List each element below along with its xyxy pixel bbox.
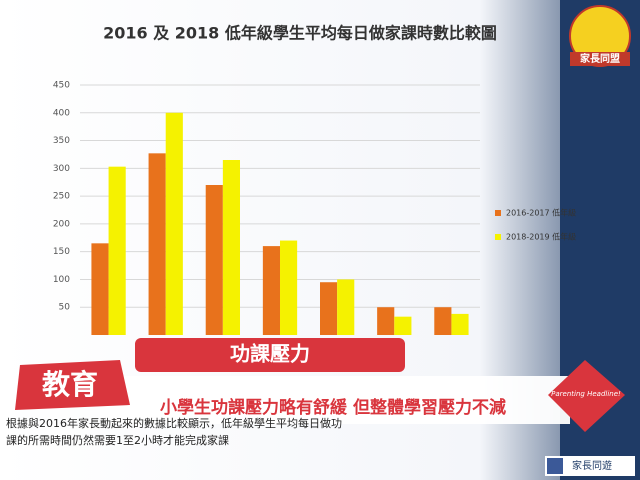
bar (148, 153, 166, 335)
bar (165, 112, 183, 336)
y-tick-label: 200 (53, 219, 70, 229)
bar (262, 246, 280, 335)
y-tick-label: 250 (53, 192, 70, 202)
legend-label: 2016-2017 低年級 (506, 208, 576, 218)
bar (320, 282, 338, 335)
logo-bar (570, 52, 630, 66)
tag-box (135, 338, 405, 372)
headline: 小學生功課壓力略有舒緩 但整體學習壓力不減 (160, 397, 506, 418)
legend-swatch (495, 210, 501, 216)
logo-text: 家長同盟 (580, 52, 620, 65)
tag-text: 功課壓力 (230, 342, 310, 366)
social-box[interactable] (545, 456, 635, 476)
headline-band (100, 376, 570, 424)
caption-line: 課的所需時間仍然需要1至2小時才能完成家課 (6, 433, 229, 447)
badge-text: 教育 (42, 368, 98, 401)
stamp-box (548, 360, 625, 432)
legend-label: 2018-2019 低年級 (506, 232, 576, 242)
bar (434, 307, 452, 335)
plot: 50 100 150 200 250 300 350 400 450 2016-2017 低年級 2… (53, 81, 576, 336)
legend-swatch (495, 234, 501, 240)
y-tick-label: 100 (53, 275, 70, 285)
bar (394, 316, 412, 335)
bar (377, 307, 395, 335)
bar (108, 166, 126, 335)
chart-title: 2016 及 2018 低年級學生平均每日做家課時數比較圖 (103, 24, 497, 43)
caption-line: 根據與2016年家長動起來的數據比較顯示，低年級學生平均每日做功 (6, 416, 342, 430)
bar (205, 185, 223, 335)
y-tick-label: 400 (53, 108, 70, 118)
y-tick-label: 150 (53, 247, 70, 257)
y-tick-label: 450 (53, 81, 70, 91)
social-text[interactable]: 家長同遊 (572, 459, 612, 472)
bar (91, 243, 109, 335)
facebook-icon[interactable] (547, 458, 563, 474)
bar (222, 160, 240, 335)
bar (337, 279, 355, 335)
y-tick-label: 50 (59, 303, 71, 313)
y-tick-label: 350 (53, 136, 70, 146)
stamp-text: Parenting Headline! (551, 390, 621, 398)
y-tick-label: 300 (53, 164, 70, 174)
badge-box (15, 360, 130, 410)
bar (280, 240, 298, 335)
bar (451, 313, 469, 335)
